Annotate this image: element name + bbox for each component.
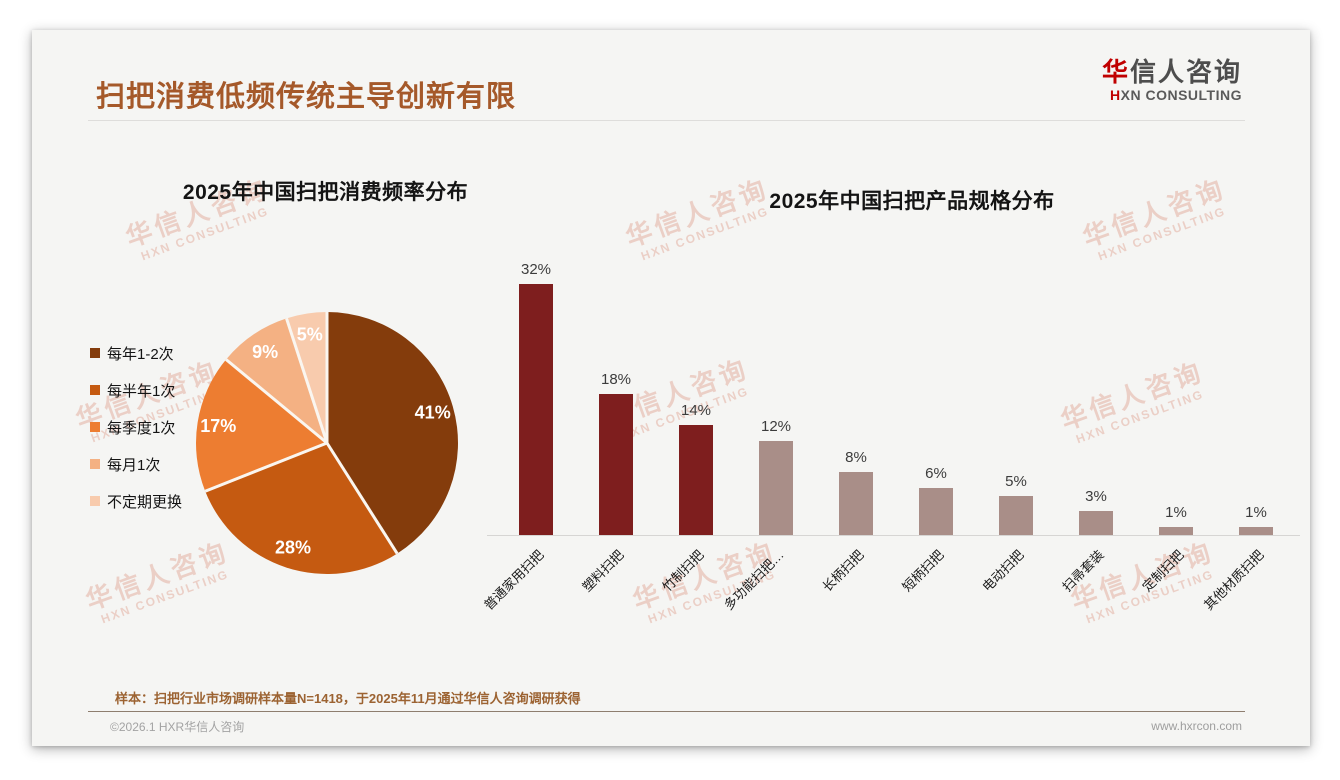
bar-电动扫把 — [999, 496, 1033, 535]
logo-cn-accent: 华 — [1101, 57, 1130, 87]
bar-扫帚套装 — [1079, 511, 1113, 535]
bar-value-label: 5% — [1005, 473, 1027, 490]
legend-marker — [90, 459, 100, 469]
pie-separator — [325, 442, 399, 555]
bar-value-label: 18% — [600, 371, 632, 388]
pie-value-label: 41% — [415, 402, 451, 422]
bar-普通家用扫把 — [519, 284, 553, 535]
pie-separator — [225, 358, 328, 445]
pie-legend: 每年1-2次 每半年1次每季度1次每月1次不定期更换 — [90, 345, 182, 530]
pie-separator — [285, 317, 329, 444]
logo-cn-text: 华信人咨询 — [1101, 57, 1242, 88]
legend-item: 每半年1次 — [90, 382, 182, 400]
slide-card: 华信人咨询 HXN CONSULTING 华信人咨询 HXN CONSULTING 华信… — [32, 30, 1310, 746]
x-axis-line — [487, 535, 1300, 536]
legend-item: 每季度1次 — [90, 419, 182, 437]
legend-label: 每年1-2次 — [107, 345, 174, 363]
pie-slice-每半年1次 — [205, 443, 398, 574]
logo-en-text: HXN CONSULTING — [1102, 86, 1242, 103]
pie-slice-每月1次 — [226, 318, 327, 443]
bar-value-label: 32% — [520, 261, 552, 278]
legend-item: 不定期更换 — [90, 493, 183, 511]
pie-slice-每季度1次 — [196, 359, 327, 492]
logo-cn-rest: 信人咨询 — [1129, 57, 1242, 87]
bar-value-label: 3% — [1085, 488, 1107, 505]
pie-value-label: 28% — [275, 538, 311, 558]
bar-value-label: 6% — [925, 465, 947, 482]
legend-label: 每月1次 — [107, 456, 161, 474]
header-divider — [88, 120, 1245, 121]
pie-chart: 41% 28% 17% 9% 5% — [196, 312, 459, 574]
company-logo: 华信人咨询 HXN CONSULTING — [1101, 57, 1242, 103]
bar-chart-title: 2025年中国扫把产品规格分布 — [769, 190, 1055, 213]
bar-value-label: 12% — [760, 418, 792, 435]
page-title: 扫把消费低频传统主导创新有限 — [96, 81, 517, 113]
legend-marker — [90, 422, 100, 432]
footer-divider — [88, 711, 1245, 712]
legend-label: 每季度1次 — [107, 419, 176, 437]
bar-多功能扫把… — [759, 441, 793, 535]
bar-长柄扫把 — [839, 472, 873, 535]
bar-chart: 32% 普通家用扫把 18% 塑料扫把 14% 竹制扫把 12% 多功能扫把… 8% 长柄扫把 6%… — [32, 30, 1310, 746]
pie-value-label: 5% — [297, 324, 323, 344]
sample-note: 样本：扫把行业市场调研样本量N=1418，于2025年11月通过华信人咨询调研获… — [115, 691, 581, 706]
bar-短柄扫把 — [919, 488, 953, 535]
legend-marker — [90, 496, 100, 506]
website-text: www.hxrcon.com — [1151, 719, 1242, 733]
legend-label: 不定期更换 — [107, 493, 183, 511]
bar-定制扫把 — [1159, 527, 1193, 535]
pie-value-label: 9% — [252, 342, 278, 362]
legend-item: 每月1次 — [90, 456, 182, 474]
bar-其他材质扫把 — [1239, 527, 1273, 535]
legend-label: 每半年1次 — [107, 382, 176, 400]
copyright-text: ©2026.1 HXR华信人咨询 — [110, 720, 245, 734]
bar-value-label: 1% — [1165, 504, 1187, 521]
bar-塑料扫把 — [599, 394, 633, 535]
pie-chart-title: 2025年中国扫把消费频率分布 — [182, 181, 469, 204]
bar-竹制扫把 — [679, 425, 713, 535]
legend-item: 每年1-2次 — [90, 345, 182, 363]
pie-value-label: 17% — [200, 416, 236, 436]
logo-en-accent: H — [1110, 86, 1121, 103]
pie-separator — [204, 441, 328, 493]
bar-value-label: 14% — [680, 402, 712, 419]
legend-marker — [90, 348, 100, 358]
bar-value-label: 1% — [1245, 504, 1267, 521]
logo-en-rest: XN CONSULTING — [1120, 86, 1242, 103]
bar-value-label: 8% — [845, 449, 867, 466]
legend-marker — [90, 385, 100, 395]
